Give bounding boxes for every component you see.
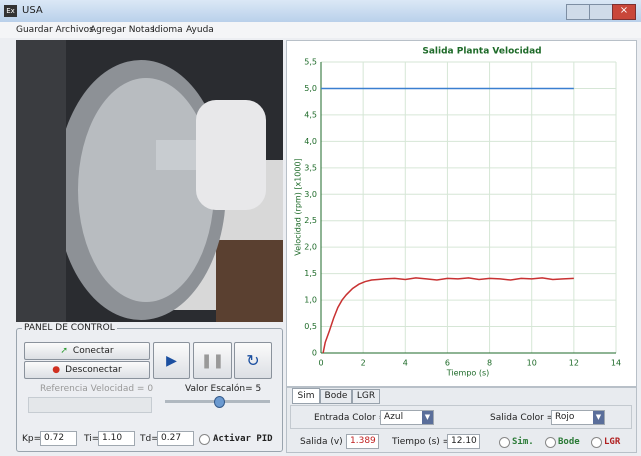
chart: Salida Planta Velocidad Tiempo (s) Veloc…: [286, 40, 637, 387]
y-tick-label: 4,5: [304, 110, 317, 119]
menu-item[interactable]: Guardar Archivos: [16, 25, 94, 35]
sim-radio[interactable]: [499, 437, 510, 448]
x-tick-label: 14: [611, 359, 621, 368]
y-tick-label: 3,5: [304, 163, 317, 172]
x-tick-label: 6: [445, 359, 450, 368]
kp-input[interactable]: 0.72: [40, 431, 77, 446]
app-icon: Ex: [4, 5, 17, 17]
y-tick-label: 1,0: [304, 296, 317, 305]
time-label: Tiempo (s) =: [392, 437, 450, 447]
lgr-radio[interactable]: [591, 437, 602, 448]
y-tick-label: 5,5: [304, 58, 317, 67]
reference-label: Referencia Velocidad = 0: [40, 384, 153, 394]
pid-label: Activar PID: [213, 434, 273, 444]
bode-radio[interactable]: [545, 437, 556, 448]
window-title: USA: [22, 5, 43, 16]
title-bar: [0, 0, 641, 22]
panel-title: PANEL DE CONTROL: [22, 323, 117, 333]
maximize-button[interactable]: [589, 4, 613, 20]
y-tick-label: 2,0: [304, 243, 317, 252]
disconnect-button[interactable]: ●Desconectar: [24, 361, 150, 379]
y-tick-label: 0: [312, 349, 317, 358]
lgr-label: LGR: [604, 437, 620, 447]
x-tick-label: 4: [403, 359, 408, 368]
y-tick-label: 2,5: [304, 216, 317, 225]
play-button[interactable]: ▶: [153, 342, 190, 379]
y-tick-label: 1,5: [304, 269, 317, 278]
tab[interactable]: Bode: [320, 389, 352, 404]
tab[interactable]: LGR: [352, 389, 380, 404]
pause-button[interactable]: ❚❚: [193, 342, 232, 379]
tab[interactable]: Sim: [292, 388, 320, 404]
kp-label: Kp=: [22, 434, 41, 444]
slider-thumb[interactable]: [214, 396, 225, 408]
ti-label: Ti=: [84, 434, 99, 444]
x-tick-label: 2: [361, 359, 366, 368]
time-field: 12.10: [447, 434, 480, 449]
input-color-label: Entrada Color =: [314, 413, 386, 423]
menu-item[interactable]: Ayuda: [186, 25, 214, 35]
reference-slider[interactable]: [28, 397, 152, 413]
reset-button[interactable]: ↻: [234, 342, 272, 379]
bode-label: Bode: [558, 437, 580, 447]
x-tick-label: 0: [318, 359, 323, 368]
output-color-label: Salida Color =: [490, 413, 554, 423]
pid-radio[interactable]: [199, 434, 210, 445]
menu-item[interactable]: Agregar Notas: [90, 25, 155, 35]
output-color-select[interactable]: Rojo: [551, 410, 605, 425]
connect-button[interactable]: ➚Conectar: [24, 342, 150, 360]
data-line: [323, 278, 574, 353]
y-tick-label: 5,0: [304, 84, 317, 93]
y-tick-label: 0,5: [304, 322, 317, 331]
disconnect-label: Desconectar: [65, 365, 122, 375]
x-tick-label: 10: [527, 359, 537, 368]
input-color-select[interactable]: Azul: [380, 410, 434, 425]
td-input[interactable]: 0.27: [157, 431, 194, 446]
chart-title: Salida Planta Velocidad: [422, 47, 541, 57]
camera-view: [16, 40, 283, 322]
minimize-button[interactable]: [566, 4, 590, 20]
menu-item[interactable]: Idioma: [152, 25, 183, 35]
output-field: 1.389: [346, 434, 379, 449]
x-tick-label: 8: [487, 359, 492, 368]
ti-input[interactable]: 1.10: [98, 431, 135, 446]
td-label: Td=: [140, 434, 159, 444]
y-tick-label: 3,0: [304, 190, 317, 199]
close-button[interactable]: ×: [612, 4, 636, 20]
step-label: Valor Escalón= 5: [185, 384, 261, 394]
app-window: Ex USA × Guardar Archivos Agregar Notas …: [0, 0, 641, 456]
x-axis-label: Tiempo (s): [446, 369, 490, 378]
sim-label: Sim.: [512, 437, 534, 447]
y-tick-label: 4,0: [304, 137, 317, 146]
x-tick-label: 12: [569, 359, 579, 368]
y-axis-label: Velocidad (rpm) [x1000]: [294, 158, 303, 255]
connect-label: Conectar: [73, 346, 114, 356]
